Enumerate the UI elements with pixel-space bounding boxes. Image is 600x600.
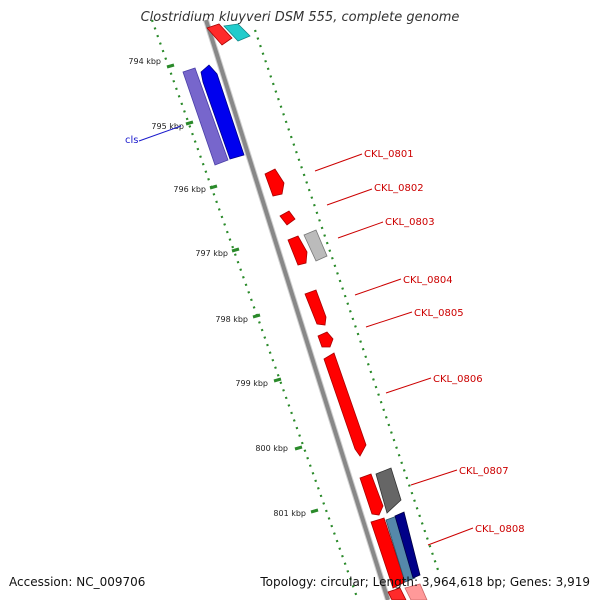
tick-label-797: 797 kbp: [195, 249, 228, 258]
cds-ckl-0806[interactable]: [323, 352, 367, 457]
cds-ckl-0803-gray[interactable]: [303, 229, 328, 262]
gene-label-ckl-0804[interactable]: CKL_0804: [403, 275, 453, 286]
cds-ckl-0808-steel[interactable]: [385, 515, 416, 583]
genome-summary-text: Topology: circular; Length: 3,964,618 bp…: [259, 575, 590, 589]
leader-line: [337, 221, 384, 239]
tick-marks: [166, 63, 319, 514]
gene-label-ckl-0801[interactable]: CKL_0801: [364, 149, 414, 160]
cds-ckl-0807-gray[interactable]: [375, 467, 402, 514]
cds-bottom-pink[interactable]: [404, 583, 428, 600]
leader-line: [314, 153, 363, 172]
cds-ckl-0807-red[interactable]: [359, 473, 384, 516]
cls-gene[interactable]: [200, 64, 245, 160]
cds-ckl-0802[interactable]: [279, 210, 296, 226]
tick-mark: [185, 120, 194, 126]
gene-label-ckl-0806[interactable]: CKL_0806: [433, 374, 483, 385]
gene-label-ckl-0803[interactable]: CKL_0803: [385, 217, 435, 228]
tick-label-794: 794 kbp: [128, 57, 161, 66]
leader-line: [385, 377, 432, 394]
cds-top-cyan[interactable]: [223, 23, 251, 42]
outer-dotted-track: [253, 29, 440, 571]
leader-lines: [138, 125, 474, 546]
tick-label-798: 798 kbp: [215, 315, 248, 324]
tick-mark: [310, 508, 319, 514]
tick-label-799: 799 kbp: [235, 379, 268, 388]
leader-line-cls: [138, 125, 182, 142]
leader-line: [365, 311, 413, 328]
cds-bottom-red[interactable]: [387, 587, 407, 600]
gene-label-cls[interactable]: cls: [125, 135, 139, 146]
gene-label-ckl-0802[interactable]: CKL_0802: [374, 183, 424, 194]
tick-label-796: 796 kbp: [173, 185, 206, 194]
tick-mark: [209, 184, 218, 190]
gene-label-ckl-0807[interactable]: CKL_0807: [459, 466, 509, 477]
tick-mark: [166, 63, 175, 69]
cds-top-red[interactable]: [206, 23, 233, 46]
cds-ckl-0808-navy[interactable]: [394, 511, 421, 579]
cds-ckl-0803-red[interactable]: [287, 235, 308, 266]
cds-slate[interactable]: [182, 67, 229, 166]
tick-mark: [231, 247, 240, 253]
gene-label-ckl-0808[interactable]: CKL_0808: [475, 524, 525, 535]
tick-mark: [294, 445, 303, 451]
tick-label-801: 801 kbp: [273, 509, 306, 518]
leader-line: [326, 188, 373, 206]
inner-dotted-track: [150, 19, 360, 600]
leader-line: [354, 278, 402, 296]
tick-label-795: 795 kbp: [151, 122, 184, 131]
tick-mark: [252, 313, 261, 319]
tick-label-800: 800 kbp: [255, 444, 288, 453]
map-title: Clostridium kluyveri DSM 555, complete g…: [141, 10, 460, 25]
leader-line: [410, 469, 458, 486]
tick-mark: [273, 377, 282, 383]
cds-ckl-0804[interactable]: [304, 289, 327, 326]
cds-ckl-0805[interactable]: [317, 331, 334, 348]
cds-ckl-0801[interactable]: [264, 168, 285, 197]
genome-backbone-core: [204, 19, 390, 600]
leader-line: [427, 527, 474, 546]
gene-label-ckl-0805[interactable]: CKL_0805: [414, 308, 464, 319]
accession-text: Accession: NC_009706: [9, 575, 145, 589]
